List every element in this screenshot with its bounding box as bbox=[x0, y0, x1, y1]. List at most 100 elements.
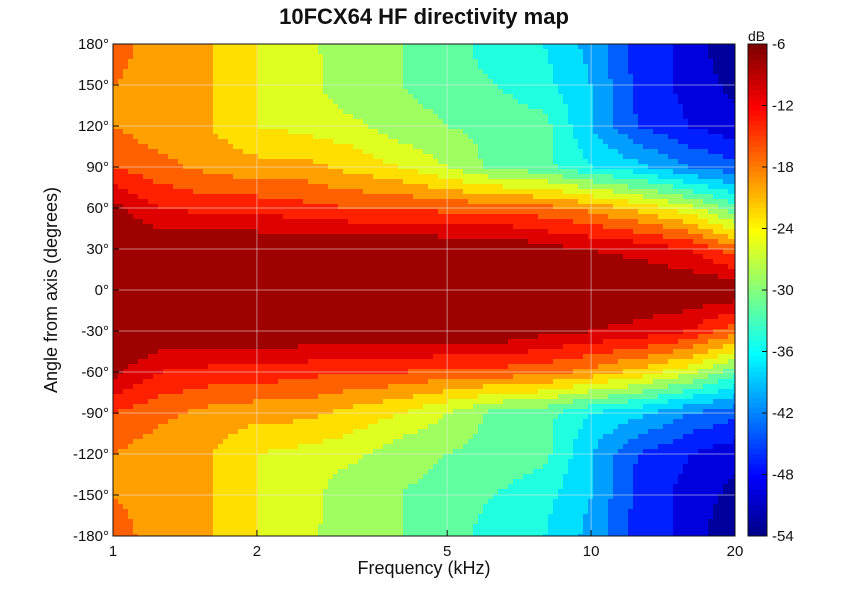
heatmap-cell bbox=[248, 209, 254, 215]
heatmap-cell bbox=[213, 234, 219, 240]
heatmap-cell bbox=[583, 84, 589, 90]
heatmap-cell bbox=[233, 219, 239, 225]
heatmap-cell bbox=[453, 99, 459, 105]
heatmap-cell bbox=[113, 174, 119, 180]
heatmap-cell bbox=[273, 74, 279, 80]
heatmap-cell bbox=[603, 99, 609, 105]
heatmap-cell bbox=[458, 234, 464, 240]
heatmap-cell bbox=[303, 124, 309, 130]
heatmap-cell bbox=[333, 144, 339, 150]
heatmap-cell bbox=[263, 89, 269, 95]
heatmap-cell bbox=[543, 199, 549, 205]
heatmap-cell bbox=[668, 89, 674, 95]
heatmap-cell bbox=[378, 104, 384, 110]
heatmap-cell bbox=[303, 234, 309, 240]
heatmap-cell bbox=[128, 159, 134, 165]
heatmap-cell bbox=[383, 44, 389, 50]
heatmap-cell bbox=[443, 179, 449, 185]
heatmap-cell bbox=[478, 59, 484, 65]
heatmap-cell bbox=[328, 74, 334, 80]
heatmap-cell bbox=[458, 134, 464, 140]
heatmap-cell bbox=[298, 224, 304, 230]
heatmap-cell bbox=[363, 149, 369, 155]
heatmap-cell bbox=[628, 54, 634, 60]
heatmap-cell bbox=[458, 119, 464, 125]
heatmap-cell bbox=[603, 204, 609, 210]
heatmap-cell bbox=[213, 94, 219, 100]
heatmap-cell bbox=[518, 69, 524, 75]
heatmap-cell bbox=[658, 184, 664, 190]
heatmap-cell bbox=[438, 154, 444, 160]
heatmap-cell bbox=[568, 79, 574, 85]
heatmap-cell bbox=[578, 229, 584, 235]
heatmap-cell bbox=[518, 89, 524, 95]
heatmap-cell bbox=[418, 119, 424, 125]
heatmap-cell bbox=[178, 149, 184, 155]
heatmap-cell bbox=[433, 159, 439, 165]
heatmap-cell bbox=[383, 124, 389, 130]
heatmap-cell bbox=[678, 189, 684, 195]
heatmap-cell bbox=[693, 89, 699, 95]
heatmap-cell bbox=[643, 214, 649, 220]
heatmap-cell bbox=[293, 209, 299, 215]
heatmap-cell bbox=[608, 144, 614, 150]
heatmap-cell bbox=[388, 89, 394, 95]
heatmap-cell bbox=[543, 99, 549, 105]
heatmap-cell bbox=[118, 194, 124, 200]
heatmap-cell bbox=[618, 194, 624, 200]
heatmap-cell bbox=[138, 229, 144, 235]
heatmap-cell bbox=[558, 179, 564, 185]
heatmap-cell bbox=[593, 239, 599, 245]
heatmap-cell bbox=[193, 184, 199, 190]
heatmap-cell bbox=[708, 84, 714, 90]
heatmap-cell bbox=[613, 139, 619, 145]
heatmap-cell bbox=[363, 144, 369, 150]
heatmap-cell bbox=[368, 234, 374, 240]
heatmap-cell bbox=[323, 134, 329, 140]
heatmap-cell bbox=[343, 184, 349, 190]
heatmap-cell bbox=[693, 114, 699, 120]
heatmap-cell bbox=[123, 104, 129, 110]
heatmap-cell bbox=[528, 229, 534, 235]
heatmap-cell bbox=[628, 189, 634, 195]
heatmap-cell bbox=[463, 69, 469, 75]
heatmap-cell bbox=[318, 204, 324, 210]
heatmap-cell bbox=[138, 79, 144, 85]
heatmap-cell bbox=[443, 184, 449, 190]
heatmap-cell bbox=[673, 189, 679, 195]
heatmap-cell bbox=[463, 84, 469, 90]
heatmap-cell bbox=[123, 169, 129, 175]
heatmap-cell bbox=[583, 74, 589, 80]
heatmap-cell bbox=[258, 144, 264, 150]
heatmap-cell bbox=[433, 139, 439, 145]
heatmap-cell bbox=[573, 89, 579, 95]
heatmap-cell bbox=[278, 199, 284, 205]
heatmap-cell bbox=[138, 174, 144, 180]
heatmap-cell bbox=[353, 74, 359, 80]
heatmap-cell bbox=[533, 129, 539, 135]
heatmap-cell bbox=[703, 129, 709, 135]
heatmap-cell bbox=[433, 224, 439, 230]
heatmap-cell bbox=[228, 209, 234, 215]
heatmap-cell bbox=[163, 154, 169, 160]
heatmap-cell bbox=[658, 234, 664, 240]
heatmap-cell bbox=[353, 234, 359, 240]
heatmap-cell bbox=[488, 129, 494, 135]
heatmap-cell bbox=[683, 149, 689, 155]
heatmap-cell bbox=[413, 214, 419, 220]
heatmap-cell bbox=[558, 114, 564, 120]
heatmap-cell bbox=[243, 214, 249, 220]
heatmap-cell bbox=[618, 59, 624, 65]
heatmap-cell bbox=[643, 219, 649, 225]
heatmap-cell bbox=[318, 169, 324, 175]
heatmap-cell bbox=[733, 229, 735, 235]
heatmap-cell bbox=[618, 124, 624, 130]
heatmap-cell bbox=[548, 74, 554, 80]
heatmap-cell bbox=[253, 99, 259, 105]
heatmap-cell bbox=[393, 234, 399, 240]
heatmap-cell bbox=[128, 69, 134, 75]
heatmap-cell bbox=[428, 214, 434, 220]
heatmap-cell bbox=[633, 74, 639, 80]
heatmap-cell bbox=[378, 69, 384, 75]
heatmap-cell bbox=[653, 224, 659, 230]
